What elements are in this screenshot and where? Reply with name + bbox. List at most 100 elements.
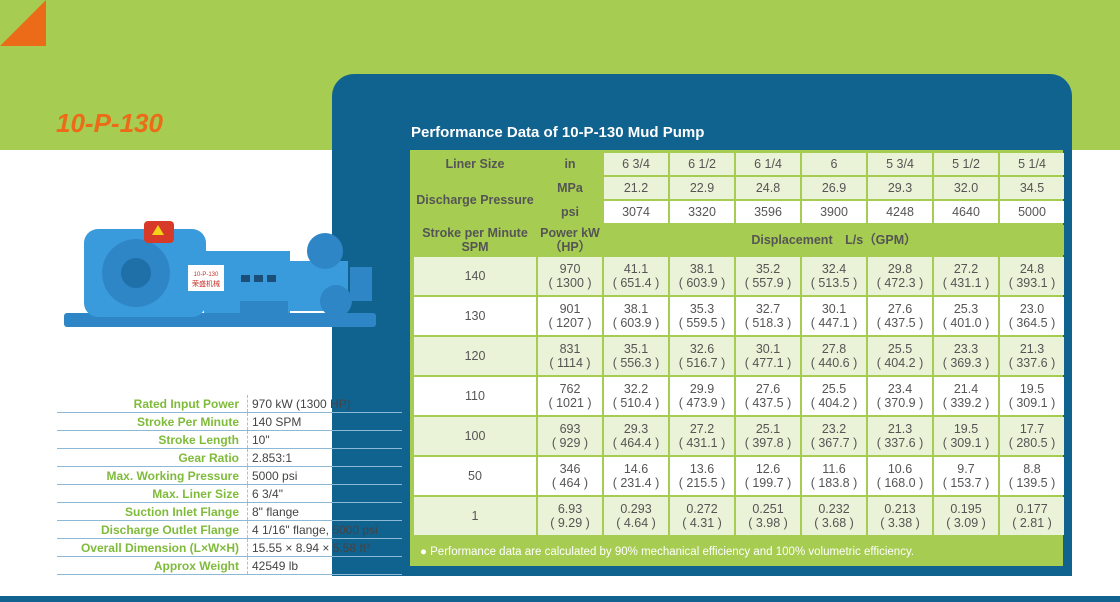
displacement-cell: 0.213( 3.38 ) [868,497,932,535]
displacement-cell: 21.3( 337.6 ) [1000,337,1064,375]
spec-label: Max. Liner Size [57,484,248,503]
table-row: 130 901( 1207 ) 38.1( 603.9 ) 35.3( 559.5 )… [414,297,1064,335]
spec-row: Stroke Length 10" [57,430,402,449]
displacement-cell: 27.6( 437.5 ) [868,297,932,335]
displacement-cell: 32.7( 518.3 ) [736,297,800,335]
displacement-gpm: ( 513.5 ) [810,276,858,290]
displacement-ls: 29.3 [623,422,649,436]
displacement-header: Displacement L/s（GPM） [604,225,1064,255]
power-kw: 6.93 [557,502,583,516]
displacement-ls: 19.5 [1019,382,1045,396]
displacement-ls: 25.1 [755,422,781,436]
displacement-cell: 27.8( 440.6 ) [802,337,866,375]
liner-unit: in [538,153,602,175]
spm-cell: 110 [414,377,536,415]
displacement-ls: 0.195 [950,502,982,516]
displacement-ls: 27.8 [821,342,847,356]
spec-value: 5000 psi [247,466,402,485]
performance-title: Performance Data of 10-P-130 Mud Pump [411,124,705,141]
displacement-ls: 23.2 [821,422,847,436]
spec-value: 8" flange [247,502,402,521]
spm-cell: 50 [414,457,536,495]
power-hp: ( 1207 ) [548,316,592,330]
displacement-cell: 25.3( 401.0 ) [934,297,998,335]
displacement-gpm: ( 309.1 ) [942,436,990,450]
displacement-cell: 21.3( 337.6 ) [868,417,932,455]
displacement-gpm: ( 404.2 ) [810,396,858,410]
displacement-ls: 12.6 [755,462,781,476]
psi-cell: 3074 [604,201,668,223]
displacement-cell: 38.1( 603.9 ) [604,297,668,335]
displacement-gpm: ( 3.98 ) [748,516,788,530]
displacement-cell: 25.1( 397.8 ) [736,417,800,455]
displacement-cell: 0.177( 2.81 ) [1000,497,1064,535]
displacement-gpm: ( 603.9 ) [612,316,660,330]
displacement-cell: 30.1( 477.1 ) [736,337,800,375]
displacement-ls: 29.8 [887,262,913,276]
displacement-cell: 23.4( 370.9 ) [868,377,932,415]
displacement-cell: 27.2( 431.1 ) [934,257,998,295]
psi-cell: 3320 [670,201,734,223]
displacement-gpm: ( 4.64 ) [616,516,656,530]
spec-value: 15.55 × 8.94 × 5.58 ft³ [247,538,402,557]
displacement-ls: 27.6 [887,302,913,316]
liner-size-cell: 5 1/2 [934,153,998,175]
displacement-ls: 25.5 [821,382,847,396]
displacement-ls: 38.1 [689,262,715,276]
displacement-gpm: ( 431.1 ) [678,436,726,450]
displacement-gpm: ( 447.1 ) [810,316,858,330]
displacement-gpm: ( 337.6 ) [1008,356,1056,370]
displacement-ls: 11.6 [822,462,846,476]
table-row: 1 6.93( 9.29 ) 0.293( 4.64 ) 0.272( 4.31 ) 0… [414,497,1064,535]
power-kw: 762 [559,382,581,396]
displacement-gpm: ( 397.8 ) [744,436,792,450]
displacement-cell: 35.2( 557.9 ) [736,257,800,295]
displacement-cell: 29.8( 472.3 ) [868,257,932,295]
displacement-cell: 35.3( 559.5 ) [670,297,734,335]
spec-value: 6 3/4" [247,484,402,503]
psi-cell: 4248 [868,201,932,223]
displacement-cell: 23.2( 367.7 ) [802,417,866,455]
displacement-cell: 0.272( 4.31 ) [670,497,734,535]
displacement-ls: 30.1 [821,302,847,316]
displacement-ls: 0.272 [686,502,718,516]
power-cell: 693( 929 ) [538,417,602,455]
power-cell: 831( 1114 ) [538,337,602,375]
displacement-cell: 19.5( 309.1 ) [934,417,998,455]
displacement-ls: 38.1 [623,302,649,316]
displacement-gpm: ( 370.9 ) [876,396,924,410]
displacement-gpm: ( 215.5 ) [678,476,726,490]
displacement-gpm: ( 4.31 ) [682,516,722,530]
power-kw: 901 [559,302,581,316]
displacement-gpm: ( 401.0 ) [942,316,990,330]
bottom-blue-bar [0,596,1120,602]
power-hp: ( 9.29 ) [550,516,590,530]
displacement-cell: 27.6( 437.5 ) [736,377,800,415]
spec-row: Max. Liner Size 6 3/4" [57,484,402,503]
displacement-ls: 9.7 [957,462,975,476]
spec-row: Discharge Outlet Flange 4 1/16" flange, 5… [57,520,402,539]
displacement-gpm: ( 337.6 ) [876,436,924,450]
mpa-cell: 24.8 [736,177,800,199]
spm-cell: 130 [414,297,536,335]
displacement-ls: 27.2 [953,262,979,276]
power-cell: 901( 1207 ) [538,297,602,335]
spec-row: Suction Inlet Flange 8" flange [57,502,402,521]
displacement-cell: 14.6( 231.4 ) [604,457,668,495]
spec-label: Overall Dimension (L×W×H) [57,538,248,557]
power-hp: ( 1114 ) [549,356,591,370]
power-kw: 970 [559,262,581,276]
displacement-gpm: ( 464.4 ) [612,436,660,450]
displacement-ls: 14.6 [623,462,649,476]
liner-size-cell: 5 3/4 [868,153,932,175]
displacement-ls: 0.177 [1016,502,1048,516]
spec-value: 970 kW (1300 HP) [247,395,402,413]
displacement-ls: 32.4 [821,262,847,276]
displacement-ls: 35.3 [689,302,715,316]
spec-label: Suction Inlet Flange [57,502,248,521]
displacement-gpm: ( 472.3 ) [876,276,924,290]
power-kw: 346 [559,462,581,476]
displacement-ls: 13.6 [689,462,715,476]
spec-label: Stroke Length [57,430,248,449]
spec-value: 2.853:1 [247,448,402,467]
